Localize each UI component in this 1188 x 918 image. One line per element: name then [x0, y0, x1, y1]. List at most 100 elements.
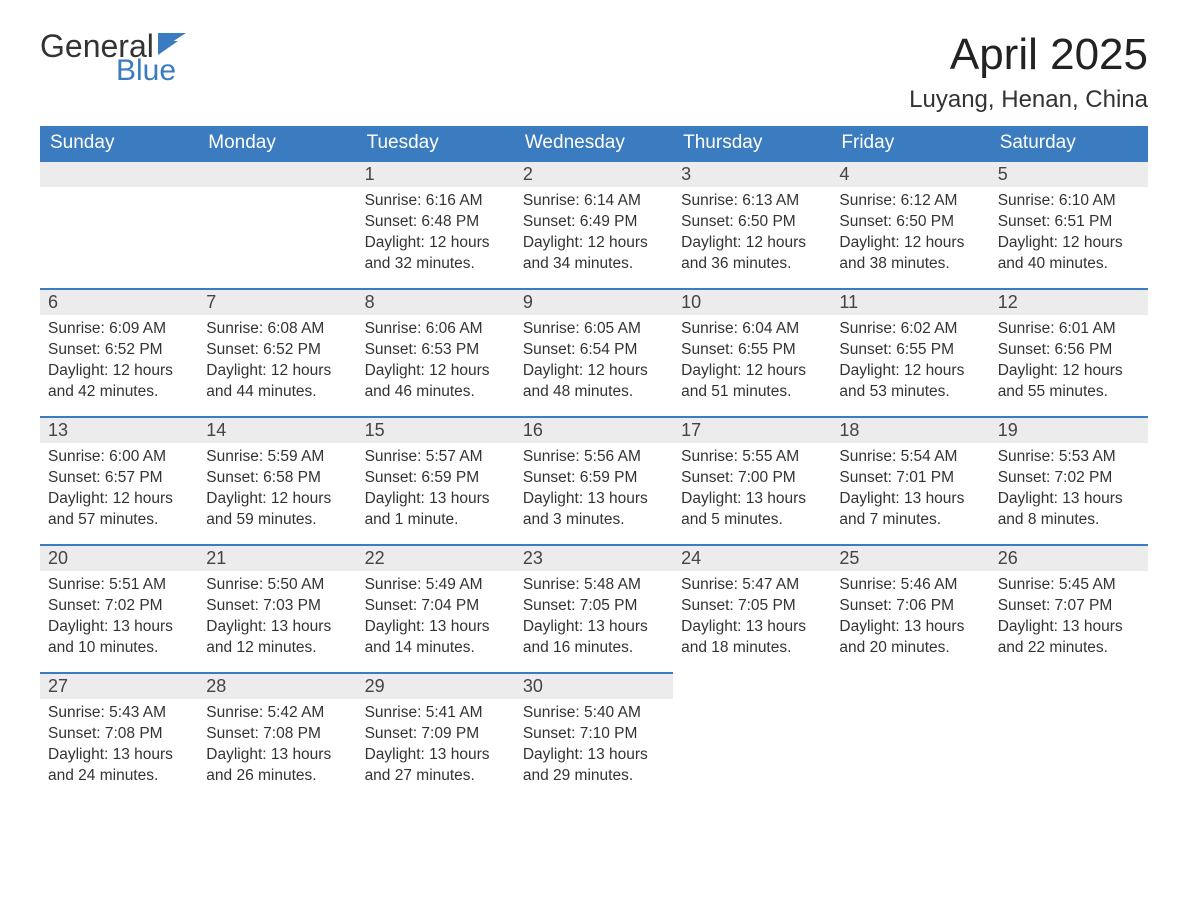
- calendar-cell: 3Sunrise: 6:13 AMSunset: 6:50 PMDaylight…: [673, 160, 831, 288]
- day-body: Sunrise: 5:55 AMSunset: 7:00 PMDaylight:…: [673, 443, 831, 541]
- sunrise-text: Sunrise: 5:55 AM: [681, 447, 823, 468]
- day-number: 30: [515, 672, 673, 699]
- calendar-cell: 14 Sunrise: 5:59 AMSunset: 6:58 PMDayligh…: [198, 416, 356, 544]
- calendar-cell: 4Sunrise: 6:12 AMSunset: 6:50 PMDaylight…: [831, 160, 989, 288]
- day-number: 24: [673, 544, 831, 571]
- sunset-text: Sunset: 7:06 PM: [839, 596, 981, 617]
- calendar-cell: 1Sunrise: 6:16 AMSunset: 6:48 PMDaylight…: [357, 160, 515, 288]
- daylight-text: Daylight: 12 hours and 53 minutes.: [839, 361, 981, 403]
- sunrise-text: Sunrise: 6:00 AM: [48, 447, 190, 468]
- calendar-cell: [673, 672, 831, 800]
- daylight-text: Daylight: 12 hours and 34 minutes.: [523, 233, 665, 275]
- daylight-text: Daylight: 12 hours and 59 minutes.: [206, 489, 348, 531]
- sunrise-text: Sunrise: 5:48 AM: [523, 575, 665, 596]
- daylight-text: Daylight: 12 hours and 51 minutes.: [681, 361, 823, 403]
- sunrise-text: Sunrise: 5:46 AM: [839, 575, 981, 596]
- sunrise-text: Sunrise: 5:59 AM: [206, 447, 348, 468]
- sunrise-text: Sunrise: 6:05 AM: [523, 319, 665, 340]
- sunset-text: Sunset: 7:05 PM: [523, 596, 665, 617]
- logo-word2: Blue: [116, 56, 176, 86]
- sunrise-text: Sunrise: 5:45 AM: [998, 575, 1140, 596]
- sunrise-text: Sunrise: 6:10 AM: [998, 191, 1140, 212]
- sunrise-text: Sunrise: 6:09 AM: [48, 319, 190, 340]
- day-number: 27: [40, 672, 198, 699]
- calendar-cell: 28Sunrise: 5:42 AMSunset: 7:08 PMDayligh…: [198, 672, 356, 800]
- day-number: 15: [357, 416, 515, 443]
- calendar-cell: [40, 160, 198, 288]
- daylight-text: Daylight: 12 hours and 44 minutes.: [206, 361, 348, 403]
- sunrise-text: Sunrise: 6:04 AM: [681, 319, 823, 340]
- day-body: Sunrise: 6:12 AMSunset: 6:50 PMDaylight:…: [831, 187, 989, 285]
- sunset-text: Sunset: 7:02 PM: [998, 468, 1140, 489]
- day-number: 9: [515, 288, 673, 315]
- title-block: April 2025 Luyang, Henan, China: [909, 30, 1148, 114]
- daylight-text: Daylight: 12 hours and 46 minutes.: [365, 361, 507, 403]
- calendar-cell: [990, 672, 1148, 800]
- sunset-text: Sunset: 6:50 PM: [681, 212, 823, 233]
- day-number: 19: [990, 416, 1148, 443]
- calendar-cell: 17Sunrise: 5:55 AMSunset: 7:00 PMDayligh…: [673, 416, 831, 544]
- page-header: General Blue April 2025 Luyang, Henan, C…: [40, 30, 1148, 114]
- sunrise-text: Sunrise: 6:13 AM: [681, 191, 823, 212]
- sunset-text: Sunset: 7:00 PM: [681, 468, 823, 489]
- daylight-text: Daylight: 13 hours and 14 minutes.: [365, 617, 507, 659]
- day-number: 26: [990, 544, 1148, 571]
- daylight-text: Daylight: 13 hours and 24 minutes.: [48, 745, 190, 787]
- calendar-cell: 30Sunrise: 5:40 AMSunset: 7:10 PMDayligh…: [515, 672, 673, 800]
- calendar-cell: 13Sunrise: 6:00 AMSunset: 6:57 PMDayligh…: [40, 416, 198, 544]
- day-number: 11: [831, 288, 989, 315]
- day-body: Sunrise: 5:45 AMSunset: 7:07 PMDaylight:…: [990, 571, 1148, 669]
- calendar-cell: 29Sunrise: 5:41 AMSunset: 7:09 PMDayligh…: [357, 672, 515, 800]
- sunset-text: Sunset: 6:58 PM: [206, 468, 348, 489]
- calendar-cell: 10Sunrise: 6:04 AMSunset: 6:55 PMDayligh…: [673, 288, 831, 416]
- month-title: April 2025: [909, 30, 1148, 80]
- daylight-text: Daylight: 13 hours and 10 minutes.: [48, 617, 190, 659]
- calendar-cell: 8Sunrise: 6:06 AMSunset: 6:53 PMDaylight…: [357, 288, 515, 416]
- sunset-text: Sunset: 6:52 PM: [48, 340, 190, 361]
- calendar-cell: 16Sunrise: 5:56 AMSunset: 6:59 PMDayligh…: [515, 416, 673, 544]
- daylight-text: Daylight: 13 hours and 22 minutes.: [998, 617, 1140, 659]
- calendar-table: SundayMondayTuesdayWednesdayThursdayFrid…: [40, 126, 1148, 800]
- sunset-text: Sunset: 7:07 PM: [998, 596, 1140, 617]
- day-number: 22: [357, 544, 515, 571]
- day-body: Sunrise: 6:06 AMSunset: 6:53 PMDaylight:…: [357, 315, 515, 413]
- day-body: Sunrise: 6:16 AMSunset: 6:48 PMDaylight:…: [357, 187, 515, 285]
- calendar-cell: 18Sunrise: 5:54 AMSunset: 7:01 PMDayligh…: [831, 416, 989, 544]
- sunset-text: Sunset: 7:01 PM: [839, 468, 981, 489]
- sunrise-text: Sunrise: 6:08 AM: [206, 319, 348, 340]
- sunrise-text: Sunrise: 5:42 AM: [206, 703, 348, 724]
- day-number: 29: [357, 672, 515, 699]
- calendar-cell: 19Sunrise: 5:53 AMSunset: 7:02 PMDayligh…: [990, 416, 1148, 544]
- calendar-cell: 11Sunrise: 6:02 AMSunset: 6:55 PMDayligh…: [831, 288, 989, 416]
- day-header: Thursday: [673, 126, 831, 160]
- daylight-text: Daylight: 13 hours and 3 minutes.: [523, 489, 665, 531]
- sunset-text: Sunset: 7:09 PM: [365, 724, 507, 745]
- calendar-cell: [831, 672, 989, 800]
- daylight-text: Daylight: 13 hours and 8 minutes.: [998, 489, 1140, 531]
- sunrise-text: Sunrise: 5:43 AM: [48, 703, 190, 724]
- day-header: Saturday: [990, 126, 1148, 160]
- daylight-text: Daylight: 13 hours and 29 minutes.: [523, 745, 665, 787]
- calendar-cell: 22Sunrise: 5:49 AMSunset: 7:04 PMDayligh…: [357, 544, 515, 672]
- sunset-text: Sunset: 6:51 PM: [998, 212, 1140, 233]
- sunrise-text: Sunrise: 5:47 AM: [681, 575, 823, 596]
- calendar-week: 13Sunrise: 6:00 AMSunset: 6:57 PMDayligh…: [40, 416, 1148, 544]
- daylight-text: Daylight: 13 hours and 20 minutes.: [839, 617, 981, 659]
- day-number: 14: [198, 416, 356, 443]
- sunrise-text: Sunrise: 6:16 AM: [365, 191, 507, 212]
- calendar-cell: 15Sunrise: 5:57 AMSunset: 6:59 PMDayligh…: [357, 416, 515, 544]
- daylight-text: Daylight: 13 hours and 27 minutes.: [365, 745, 507, 787]
- sunrise-text: Sunrise: 5:49 AM: [365, 575, 507, 596]
- day-number: 25: [831, 544, 989, 571]
- sunrise-text: Sunrise: 5:56 AM: [523, 447, 665, 468]
- day-body: Sunrise: 5:56 AMSunset: 6:59 PMDaylight:…: [515, 443, 673, 541]
- day-number: 13: [40, 416, 198, 443]
- sunset-text: Sunset: 7:03 PM: [206, 596, 348, 617]
- day-body: Sunrise: 6:09 AMSunset: 6:52 PMDaylight:…: [40, 315, 198, 413]
- day-header: Tuesday: [357, 126, 515, 160]
- day-number-empty: [40, 160, 198, 187]
- day-body: Sunrise: 5:47 AMSunset: 7:05 PMDaylight:…: [673, 571, 831, 669]
- sunset-text: Sunset: 6:52 PM: [206, 340, 348, 361]
- sunset-text: Sunset: 6:59 PM: [365, 468, 507, 489]
- calendar-cell: 21Sunrise: 5:50 AMSunset: 7:03 PMDayligh…: [198, 544, 356, 672]
